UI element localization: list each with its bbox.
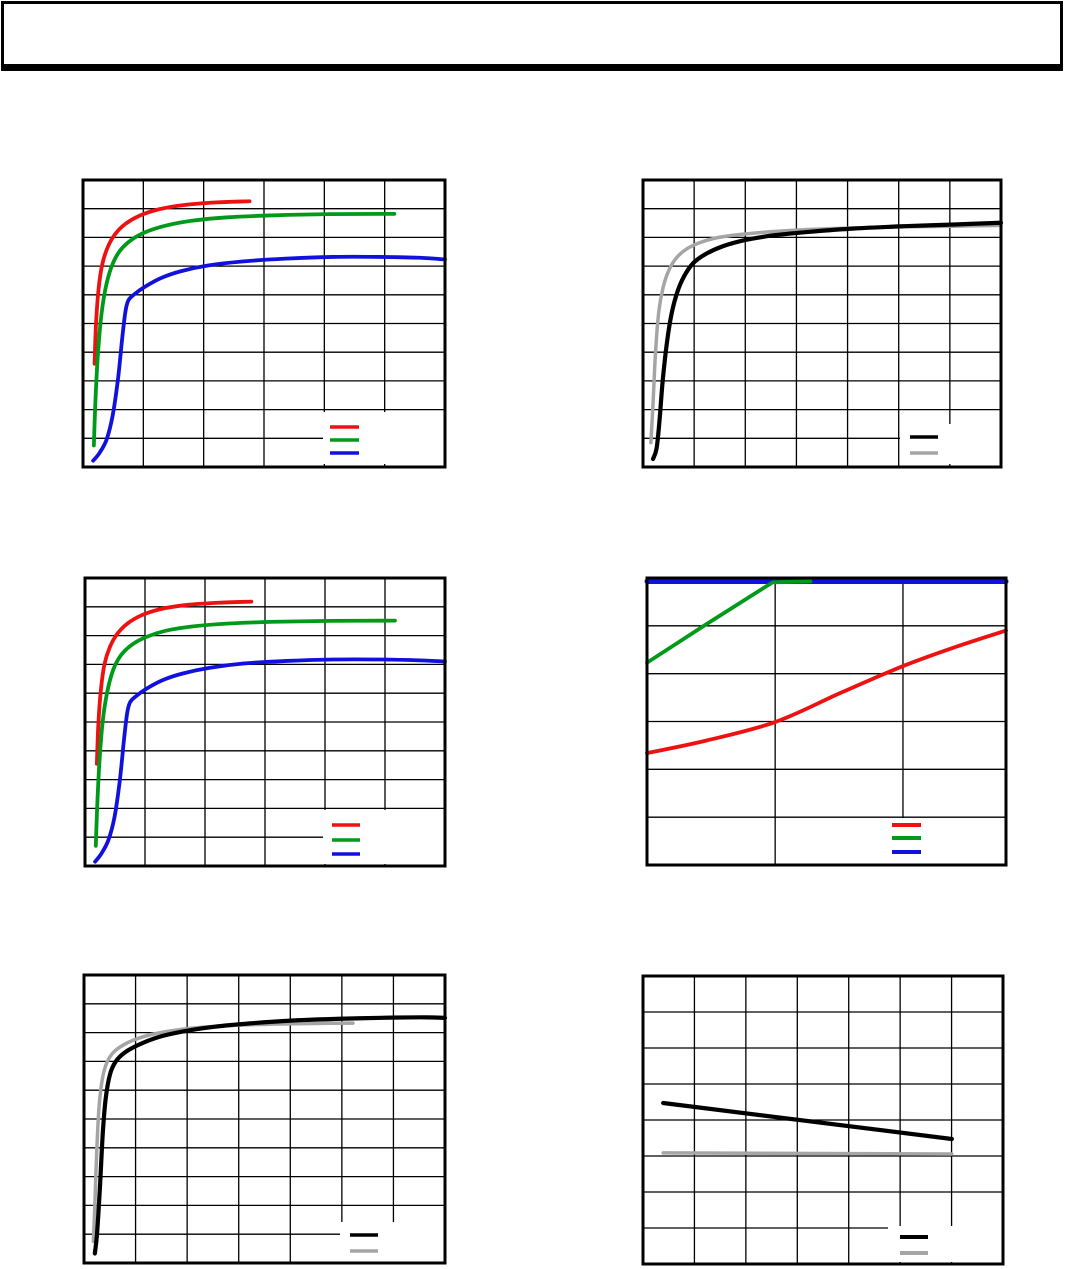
- legend-background: [888, 1226, 1003, 1262]
- chart-middle-right: [642, 573, 1011, 870]
- plot-border: [83, 576, 447, 868]
- legend: [323, 810, 444, 864]
- chart-top-right: [638, 175, 1006, 472]
- chart-bottom-right-canvas: [641, 974, 1005, 1266]
- black-curve: [650, 220, 1004, 462]
- green-curve: [91, 211, 397, 448]
- grid-lines: [84, 975, 445, 1263]
- chart-bottom-left: [79, 970, 450, 1268]
- black-line: [661, 1100, 954, 1142]
- red-curve: [94, 599, 254, 766]
- legend: [900, 424, 1001, 464]
- blue-curve: [91, 254, 447, 463]
- plot-border: [645, 576, 1008, 867]
- chart-middle-left: [80, 573, 450, 871]
- legend: [340, 1222, 445, 1262]
- legend-background: [340, 1222, 445, 1262]
- legend-background: [323, 810, 444, 864]
- green-curve: [93, 618, 397, 848]
- grid-lines: [643, 976, 1003, 1264]
- legend: [888, 1226, 1003, 1262]
- legend: [885, 818, 1006, 864]
- legend: [323, 412, 444, 464]
- blue-curve: [93, 657, 447, 864]
- plot-border: [641, 974, 1005, 1266]
- chart-top-left: [78, 175, 450, 472]
- gray-line: [661, 1151, 954, 1156]
- legend-background: [900, 424, 1001, 464]
- chart-bottom-right: [638, 971, 1008, 1269]
- plot-border: [82, 973, 447, 1265]
- plot-border: [81, 178, 447, 469]
- chart-middle-right-canvas: [644, 576, 1009, 867]
- gray-curve: [91, 1021, 355, 1244]
- legend-background: [323, 412, 444, 464]
- header-title: [4, 4, 1060, 64]
- plot-border: [641, 178, 1003, 469]
- chart-top-left-canvas: [81, 178, 447, 469]
- red-line: [645, 628, 1008, 755]
- chart-top-right-canvas: [641, 178, 1004, 469]
- black-curve: [92, 1015, 448, 1256]
- red-curve: [92, 199, 252, 366]
- chart-bottom-left-canvas: [82, 973, 448, 1265]
- chart-middle-left-canvas: [83, 576, 447, 868]
- header-box: [1, 1, 1063, 71]
- green-line: [645, 579, 813, 665]
